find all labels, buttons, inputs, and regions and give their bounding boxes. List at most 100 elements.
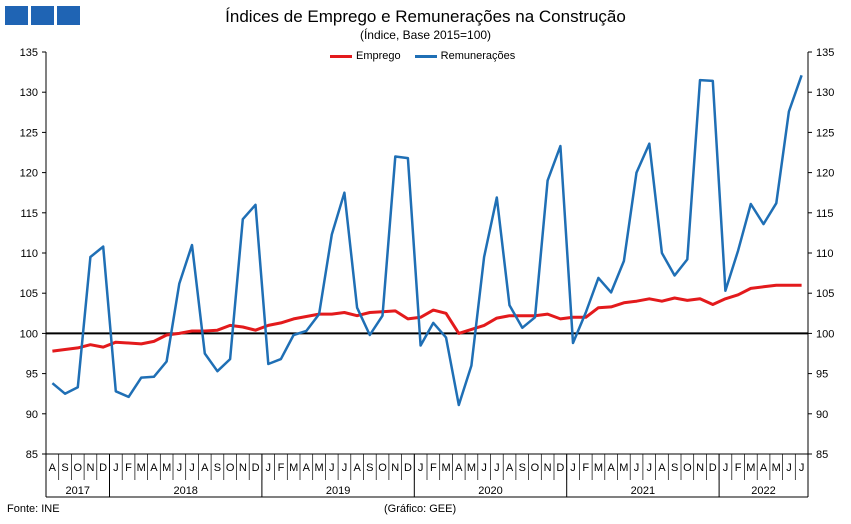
chart-axes: 85 85 90 90 95 95 100 100 105 105 110 110 115 115 120 1… <box>20 47 834 498</box>
x-tick-label: N <box>696 462 704 474</box>
x-tick-label: J <box>799 462 805 474</box>
x-tick-label: D <box>556 462 564 474</box>
x-tick-label: F <box>430 462 437 474</box>
x-tick-label: J <box>786 462 792 474</box>
x-tick-label: A <box>49 462 57 474</box>
x-tick-label: A <box>506 462 514 474</box>
x-tick-label: F <box>278 462 285 474</box>
x-tick-label: D <box>252 462 260 474</box>
x-tick-label: O <box>226 462 235 474</box>
x-tick-label: D <box>709 462 717 474</box>
chart-series <box>46 74 808 407</box>
x-tick-label: D <box>404 462 412 474</box>
x-tick-label: A <box>150 462 158 474</box>
x-tick-label: O <box>378 462 387 474</box>
y-tick-label-right: 85 <box>816 449 828 461</box>
chart-credit: (Gráfico: GEE) <box>384 503 457 515</box>
x-tick-label: A <box>353 462 361 474</box>
x-tick-label: J <box>266 462 272 474</box>
x-tick-label: A <box>607 462 615 474</box>
x-tick-label: J <box>634 462 640 474</box>
year-label: 2022 <box>751 485 775 497</box>
x-tick-label: J <box>481 462 487 474</box>
y-tick-label-left: 130 <box>20 87 38 99</box>
x-tick-label: S <box>671 462 678 474</box>
x-tick-label: S <box>366 462 373 474</box>
chart-legend: Emprego Remunerações <box>330 50 523 62</box>
x-tick-label: J <box>342 462 348 474</box>
x-tick-label: A <box>201 462 209 474</box>
x-tick-label: M <box>162 462 171 474</box>
x-tick-label: M <box>746 462 755 474</box>
legend-swatch-emprego <box>330 54 352 58</box>
legend-item-remuneracoes: Remunerações <box>414 50 515 62</box>
x-tick-label: S <box>61 462 68 474</box>
x-tick-label: M <box>289 462 298 474</box>
logo-square-icon <box>31 6 54 25</box>
y-tick-label-right: 105 <box>816 288 834 300</box>
y-tick-label-left: 105 <box>20 288 38 300</box>
series-line-remuneracoes <box>51 74 803 407</box>
x-tick-label: M <box>772 462 781 474</box>
source-note: Fonte: INE <box>7 503 60 515</box>
legend-swatch-remuneracoes <box>414 54 437 58</box>
x-tick-label: M <box>619 462 628 474</box>
x-tick-label: N <box>544 462 552 474</box>
chart-title: Índices de Emprego e Remunerações na Con… <box>225 7 626 26</box>
x-tick-label: J <box>647 462 653 474</box>
y-tick-label-right: 135 <box>816 47 834 59</box>
x-tick-label: F <box>125 462 132 474</box>
y-tick-label-left: 120 <box>20 168 38 180</box>
x-tick-label: A <box>455 462 463 474</box>
y-tick-label-right: 100 <box>816 328 834 340</box>
x-tick-label: J <box>329 462 335 474</box>
x-tick-label: F <box>735 462 742 474</box>
y-tick-label-right: 95 <box>816 369 828 381</box>
x-tick-label: N <box>391 462 399 474</box>
y-tick-label-right: 110 <box>816 248 834 260</box>
logo-square-icon <box>5 6 28 25</box>
year-label: 2021 <box>631 485 655 497</box>
x-tick-label: J <box>723 462 729 474</box>
y-tick-label-right: 90 <box>816 409 828 421</box>
year-label: 2019 <box>326 485 350 497</box>
year-label: 2017 <box>66 485 90 497</box>
x-tick-label: J <box>418 462 424 474</box>
y-tick-label-left: 115 <box>20 208 38 220</box>
y-tick-label-left: 85 <box>26 449 38 461</box>
year-label: 2020 <box>478 485 502 497</box>
y-tick-label-right: 130 <box>816 87 834 99</box>
chart-subtitle: (Índice, Base 2015=100) <box>359 28 492 42</box>
logo <box>5 6 80 25</box>
x-tick-label: A <box>658 462 666 474</box>
legend-label-emprego: Emprego <box>356 50 401 62</box>
x-tick-label: S <box>214 462 221 474</box>
x-tick-label: N <box>239 462 247 474</box>
y-tick-label-right: 125 <box>816 127 834 139</box>
legend-item-emprego: Emprego <box>330 50 401 62</box>
x-tick-label: J <box>494 462 500 474</box>
x-tick-label: M <box>441 462 450 474</box>
y-tick-label-left: 125 <box>20 127 38 139</box>
y-tick-label-left: 90 <box>26 409 38 421</box>
x-tick-label: J <box>113 462 119 474</box>
x-tick-label: D <box>99 462 107 474</box>
x-tick-label: A <box>760 462 768 474</box>
x-tick-label: J <box>189 462 195 474</box>
x-tick-label: O <box>73 462 82 474</box>
x-tick-label: N <box>86 462 94 474</box>
x-tick-label: O <box>531 462 540 474</box>
x-tick-label: A <box>303 462 311 474</box>
series-line-emprego <box>52 283 802 353</box>
x-tick-label: M <box>314 462 323 474</box>
x-tick-label: O <box>683 462 692 474</box>
y-tick-label-right: 120 <box>816 168 834 180</box>
y-tick-label-right: 115 <box>816 208 834 220</box>
x-tick-label: J <box>570 462 576 474</box>
x-tick-label: M <box>137 462 146 474</box>
y-tick-label-left: 100 <box>20 328 38 340</box>
x-tick-label: M <box>467 462 476 474</box>
logo-square-icon <box>57 6 80 25</box>
x-tick-label: S <box>519 462 526 474</box>
